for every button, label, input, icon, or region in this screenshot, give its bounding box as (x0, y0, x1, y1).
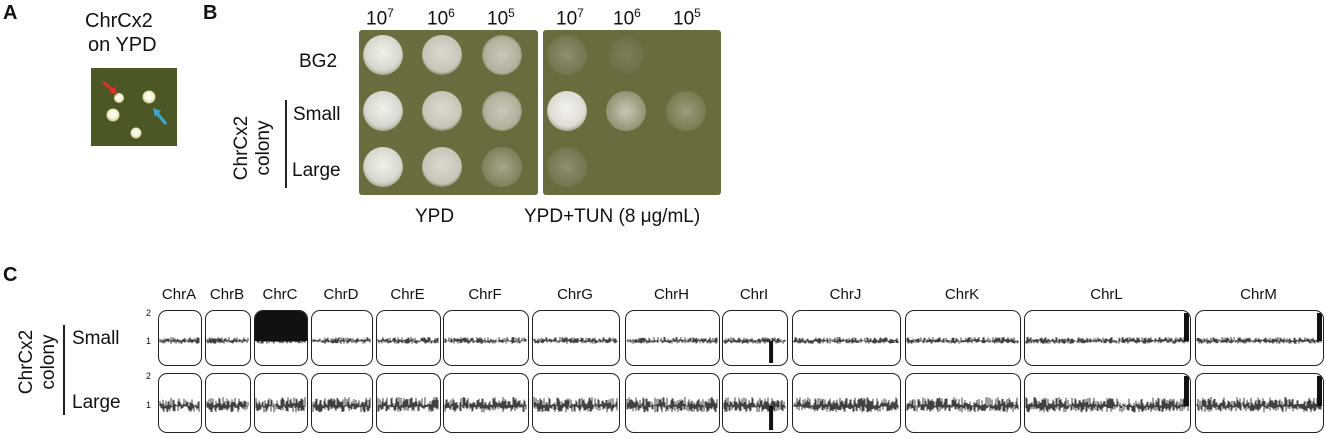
coverage-track (532, 373, 620, 433)
coverage-track (905, 310, 1021, 366)
coverage-track (376, 373, 441, 433)
plate-ypd-tun (543, 30, 721, 195)
large-colony (142, 90, 156, 104)
dilution-label: 107 (366, 6, 394, 30)
panel-a-title-line1: ChrCx2 (85, 10, 153, 32)
chromosome-label: ChrE (390, 286, 425, 303)
chromosome-label: ChrF (468, 286, 502, 303)
panel-a-plate-photo (91, 68, 177, 146)
chromosome-label: ChrB (209, 286, 245, 303)
y-tick-1-large: 1 (146, 400, 152, 410)
dilution-label: 106 (427, 6, 455, 30)
chromosome-label: ChrA (161, 286, 197, 303)
coverage-track (532, 310, 620, 366)
y-tick-2-small: 2 (146, 308, 152, 318)
coverage-track (311, 373, 373, 433)
coverage-track (1195, 373, 1324, 433)
chromosome-label: ChrI (739, 286, 769, 303)
coverage-track (905, 373, 1021, 433)
coverage-track (158, 310, 202, 366)
chromosome-label: ChrK (944, 286, 980, 303)
coverage-track (625, 310, 720, 366)
coverage-track (722, 373, 788, 433)
panel-a-colonies (91, 68, 177, 146)
chromosome-label: ChrC (262, 286, 298, 303)
coverage-track (205, 310, 251, 366)
row-label-large-c: Large (72, 392, 121, 413)
coverage-track (376, 310, 441, 366)
coverage-track (722, 310, 788, 366)
y-tick-1-small: 1 (146, 336, 152, 346)
colony (106, 108, 120, 122)
plate-ypd (359, 30, 538, 195)
y-tick-2-large: 2 (146, 371, 152, 381)
chromosome-label: ChrH (653, 286, 689, 303)
coverage-track (254, 373, 308, 433)
coverage-track (1195, 310, 1324, 366)
coverage-track (443, 373, 529, 433)
row-label-small-c: Small (72, 328, 120, 349)
coverage-track (792, 310, 901, 366)
row-label-large: Large (292, 160, 341, 181)
plate-label-ypd-tun: YPD+TUN (8 μg/mL) (524, 206, 701, 227)
blue-arrowhead-icon (153, 108, 161, 117)
coverage-track (1024, 310, 1191, 366)
panel-c-letter: C (3, 264, 18, 286)
coverage-track (205, 373, 251, 433)
coverage-track (443, 310, 529, 366)
plate-label-ypd: YPD (415, 206, 455, 227)
chromosome-label: ChrL (1090, 286, 1123, 303)
small-colony (114, 93, 124, 103)
panel-b-letter: B (203, 2, 218, 24)
chromosome-label: ChrG (557, 286, 593, 303)
row-label-bg2: BG2 (299, 51, 338, 72)
dilution-label: 105 (673, 6, 701, 30)
red-arrowhead-icon (109, 86, 117, 95)
colony (130, 127, 142, 139)
dilution-label: 106 (613, 6, 641, 30)
coverage-track (1024, 373, 1191, 433)
group-bracket-c (63, 325, 65, 415)
dilution-label: 105 (487, 6, 515, 30)
chromosome-label: ChrM (1240, 286, 1277, 303)
coverage-track (254, 310, 308, 366)
row-label-small: Small (293, 104, 341, 125)
chromosome-label: ChrJ (829, 286, 862, 303)
coverage-track (792, 373, 901, 433)
coverage-track (158, 373, 202, 433)
coverage-track (625, 373, 720, 433)
panel-a-letter: A (3, 2, 18, 24)
group-bracket (285, 100, 287, 188)
panel-a-title-line2: on YPD (88, 34, 157, 56)
chromosome-label: ChrD (323, 286, 359, 303)
dilution-label: 107 (556, 6, 584, 30)
coverage-track (311, 310, 373, 366)
